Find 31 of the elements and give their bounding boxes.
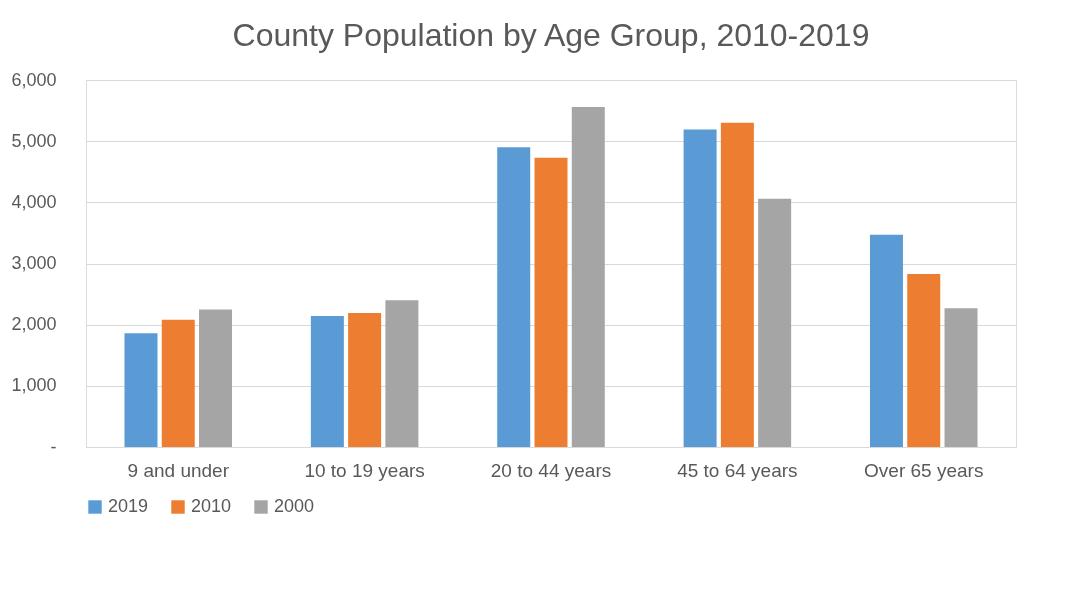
bar bbox=[534, 157, 568, 447]
bar bbox=[310, 316, 344, 447]
x-tick-label: 10 to 19 years bbox=[304, 459, 425, 481]
x-tick-label: 45 to 64 years bbox=[677, 459, 798, 481]
bar bbox=[907, 273, 941, 447]
y-tick-label: 4,000 bbox=[11, 191, 57, 212]
x-tick-label: 9 and under bbox=[127, 459, 230, 481]
bar bbox=[869, 234, 903, 447]
x-tick-label: 20 to 44 years bbox=[490, 459, 612, 481]
bar bbox=[385, 300, 419, 447]
y-tick-label: - bbox=[50, 436, 57, 457]
bar bbox=[348, 313, 382, 447]
y-tick-label: 2,000 bbox=[11, 314, 57, 335]
legend-label: 2010 bbox=[191, 496, 232, 516]
y-tick-label: 6,000 bbox=[11, 69, 57, 90]
bar bbox=[161, 319, 195, 447]
y-tick-label: 5,000 bbox=[11, 130, 57, 151]
legend-label: 2000 bbox=[274, 496, 315, 516]
bar bbox=[571, 106, 605, 447]
bar bbox=[497, 147, 531, 447]
bar bbox=[720, 122, 754, 447]
bar bbox=[683, 129, 717, 447]
legend-label: 2019 bbox=[108, 496, 149, 516]
y-tick-label: 1,000 bbox=[11, 375, 57, 396]
chart-title: County Population by Age Group, 2010-2019 bbox=[232, 17, 870, 53]
bar bbox=[944, 308, 978, 447]
y-tick-label: 3,000 bbox=[11, 253, 57, 273]
bar bbox=[124, 333, 158, 447]
x-tick-label: Over 65 years bbox=[864, 459, 984, 481]
bar bbox=[758, 198, 792, 447]
bar bbox=[199, 309, 233, 447]
